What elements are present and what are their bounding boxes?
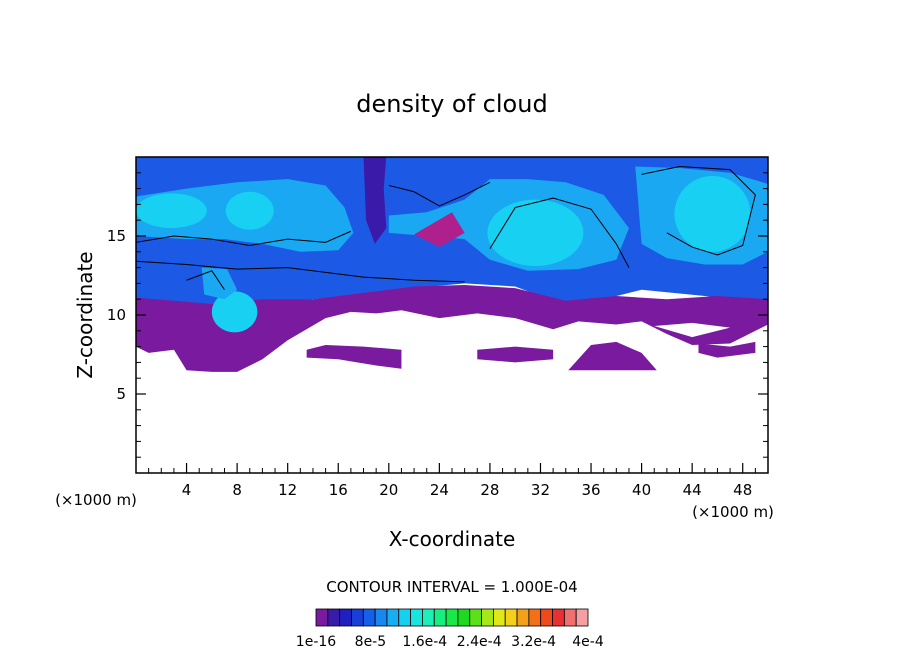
contour-line-5 — [641, 165, 756, 256]
x-tick-label: 48 — [733, 481, 752, 499]
cyan-core-4 — [674, 175, 751, 252]
colorbar-swatch — [374, 608, 388, 627]
colorbar-swatch — [433, 608, 447, 627]
x-tick-label: 20 — [379, 481, 398, 499]
colorbar-tick-label: 1e-16 — [296, 634, 336, 650]
cloud-base-band — [136, 284, 768, 372]
colorbar-tick-label: 1.6e-4 — [402, 634, 447, 650]
colorbar-swatch — [422, 608, 435, 627]
cyan-core-2 — [225, 191, 274, 230]
colorbar-swatch — [339, 608, 352, 627]
colorbar-tick-label: 8e-5 — [355, 634, 386, 650]
magenta-patch — [414, 212, 465, 248]
indigo-column — [363, 157, 387, 244]
colorbar-tick-label: 4e-4 — [572, 634, 604, 650]
x-tick-label: 36 — [581, 481, 600, 499]
colorbar-swatch — [575, 608, 589, 627]
x-tick-label: 44 — [683, 481, 702, 499]
colorbar — [315, 608, 589, 627]
contour-line-3 — [388, 181, 491, 207]
colorbar-swatch — [351, 608, 364, 627]
lower-cloud-lens-4 — [698, 341, 756, 358]
colorbar-swatch — [410, 608, 423, 627]
colorbar-swatch — [528, 608, 542, 627]
x-tick-label: 8 — [232, 481, 242, 499]
colorbar-swatch — [504, 608, 518, 627]
clear-gap-2 — [654, 322, 731, 338]
colorbar-swatch — [552, 608, 565, 627]
y-axis-ticks: 5 10 15 — [107, 172, 768, 458]
colorbar-swatch — [457, 608, 471, 627]
x-tick-label: 40 — [632, 481, 651, 499]
cyan-core-5 — [211, 291, 258, 333]
colorbar-swatch — [315, 608, 329, 627]
y-axis-label: Z-coordinate — [73, 251, 97, 378]
convective-plume — [201, 267, 238, 300]
colorbar-tick-label: 2.4e-4 — [457, 634, 502, 650]
colorbar-swatch — [386, 608, 400, 627]
colorbar-swatch — [445, 608, 459, 627]
cloud-density-field — [136, 157, 768, 372]
colorbar-swatch — [563, 608, 577, 627]
x-axis-unit-right: (×1000 m) — [692, 503, 774, 521]
y-tick-label: 15 — [107, 227, 126, 245]
contour-line-2 — [136, 260, 465, 283]
lower-cloud-lens-3 — [568, 341, 657, 371]
lower-cloud-lens-1 — [306, 345, 402, 369]
colorbar-swatch — [469, 608, 482, 627]
lower-cloud-lens-2 — [477, 346, 554, 363]
x-axis-ticks: 4 8 12 16 20 24 28 32 36 40 44 48 — [148, 463, 756, 499]
colorbar-swatch — [327, 608, 341, 627]
x-tick-label: 16 — [329, 481, 348, 499]
contour-interval-label: CONTOUR INTERVAL = 1.000E-04 — [326, 578, 577, 596]
x-axis-label: X-coordinate — [389, 527, 516, 551]
contour-line-4 — [489, 197, 630, 268]
contour-lines — [136, 165, 756, 290]
cyan-core-3 — [487, 199, 584, 267]
x-tick-label: 4 — [182, 481, 192, 499]
x-tick-label: 12 — [278, 481, 297, 499]
contour-line-6 — [186, 270, 225, 290]
colorbar-swatch — [481, 608, 494, 627]
cyan-core-1 — [136, 193, 207, 229]
colorbar-swatch — [516, 608, 530, 627]
colorbar-swatch — [398, 608, 412, 627]
x-axis-unit-left: (×1000 m) — [55, 491, 137, 509]
y-tick-label: 5 — [116, 385, 126, 403]
y-tick-label: 10 — [107, 306, 126, 324]
colorbar-tick-labels: 1e-16 8e-5 1.6e-4 2.4e-4 3.2e-4 4e-4 — [296, 634, 604, 650]
x-tick-label: 28 — [480, 481, 499, 499]
colorbar-swatch — [492, 608, 506, 627]
contour-line-1 — [136, 230, 352, 246]
clear-gap-1 — [388, 329, 490, 342]
colorbar-swatch — [362, 608, 376, 627]
x-tick-label: 32 — [531, 481, 550, 499]
chart-title: density of cloud — [356, 90, 547, 118]
x-tick-label: 24 — [430, 481, 449, 499]
colorbar-swatch — [540, 608, 553, 627]
colorbar-tick-label: 3.2e-4 — [511, 634, 556, 650]
